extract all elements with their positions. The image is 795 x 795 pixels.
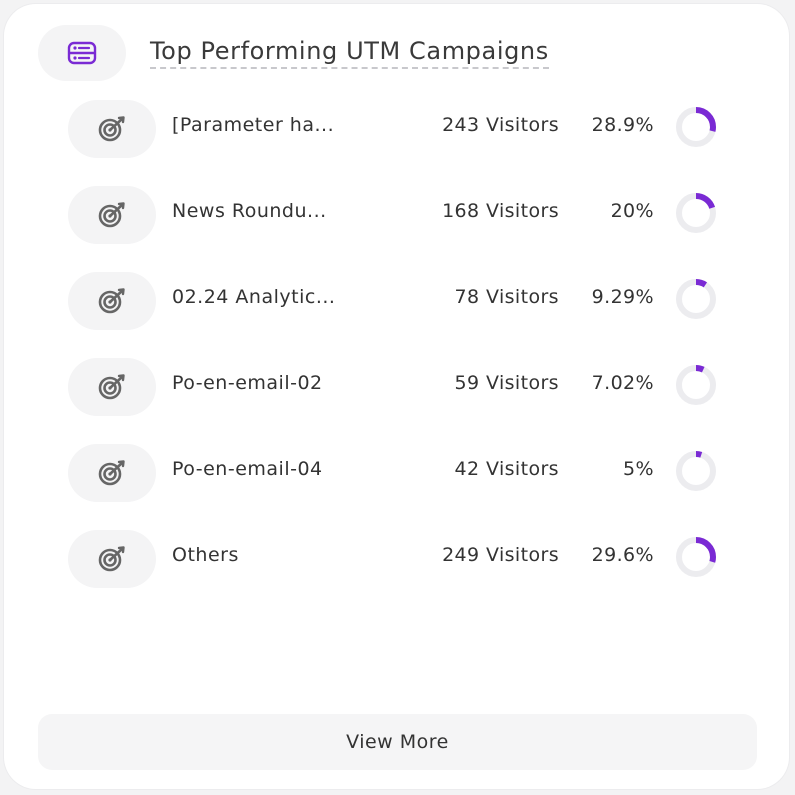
campaign-name: Po-en-email-04	[172, 458, 323, 480]
campaign-visitors: 243 Visitors	[442, 114, 559, 136]
campaign-visitors: 168 Visitors	[442, 200, 559, 222]
campaign-percent: 7.02%	[591, 372, 654, 394]
campaign-name: [Parameter ha...	[172, 114, 335, 136]
campaign-row[interactable]: Po-en-email-04 42 Visitors 5%	[68, 444, 728, 502]
percent-donut	[676, 279, 716, 319]
donut-fill	[676, 193, 716, 233]
campaign-row[interactable]: Po-en-email-02 59 Visitors 7.02%	[68, 358, 728, 416]
donut-track	[676, 365, 716, 405]
percent-donut	[676, 107, 716, 147]
target-icon	[68, 444, 156, 502]
target-icon	[68, 100, 156, 158]
list-icon	[38, 25, 126, 81]
campaign-row[interactable]: News Roundu... 168 Visitors 20%	[68, 186, 728, 244]
donut-fill	[676, 279, 716, 319]
campaign-visitors: 59 Visitors	[454, 372, 559, 394]
target-icon	[68, 186, 156, 244]
donut-fill	[676, 451, 716, 491]
view-more-button[interactable]: View More	[38, 714, 757, 770]
target-icon	[68, 272, 156, 330]
campaign-percent: 20%	[610, 200, 654, 222]
campaign-name: Others	[172, 544, 239, 566]
donut-fill	[676, 107, 716, 147]
campaign-visitors: 78 Visitors	[454, 286, 559, 308]
campaign-percent: 5%	[623, 458, 654, 480]
percent-donut	[676, 193, 716, 233]
campaign-visitors: 249 Visitors	[442, 544, 559, 566]
campaign-percent: 28.9%	[591, 114, 654, 136]
campaign-row[interactable]: Others 249 Visitors 29.6%	[68, 530, 728, 588]
donut-fill	[676, 537, 716, 577]
campaign-percent: 9.29%	[591, 286, 654, 308]
target-icon	[68, 530, 156, 588]
donut-track	[676, 451, 716, 491]
campaign-name: Po-en-email-02	[172, 372, 323, 394]
campaign-row[interactable]: [Parameter ha... 243 Visitors 28.9%	[68, 100, 728, 158]
campaign-visitors: 42 Visitors	[454, 458, 559, 480]
target-icon	[68, 358, 156, 416]
campaign-name: 02.24 Analytic...	[172, 286, 336, 308]
donut-track	[676, 279, 716, 319]
percent-donut	[676, 365, 716, 405]
campaign-name: News Roundu...	[172, 200, 327, 222]
card-title[interactable]: Top Performing UTM Campaigns	[150, 37, 549, 69]
utm-campaigns-card: Top Performing UTM Campaigns [Parameter …	[4, 4, 789, 789]
campaign-percent: 29.6%	[591, 544, 654, 566]
donut-fill	[676, 365, 716, 405]
percent-donut	[676, 451, 716, 491]
campaign-row[interactable]: 02.24 Analytic... 78 Visitors 9.29%	[68, 272, 728, 330]
percent-donut	[676, 537, 716, 577]
card-header: Top Performing UTM Campaigns	[38, 25, 549, 81]
